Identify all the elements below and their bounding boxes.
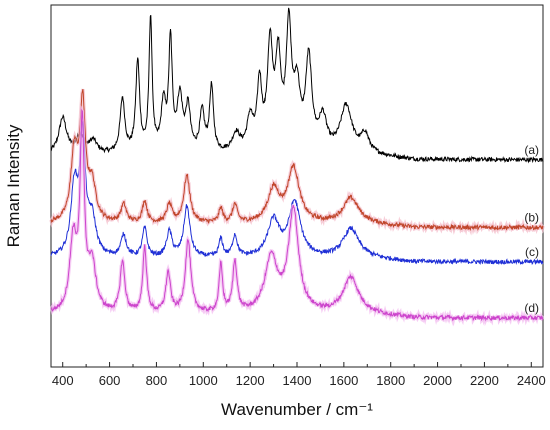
x-tick-label: 1400 bbox=[283, 373, 312, 388]
spectrum-halo-d bbox=[49, 104, 545, 327]
curve-label-d: (d) bbox=[524, 301, 539, 315]
curve-label-c: (c) bbox=[525, 245, 539, 259]
curve-label-b: (b) bbox=[524, 211, 539, 225]
spectrum-c bbox=[50, 120, 544, 266]
x-tick-label: 2000 bbox=[423, 373, 452, 388]
x-axis-title: Wavenumber / cm⁻¹ bbox=[221, 400, 373, 419]
x-tick-label: 1600 bbox=[329, 373, 358, 388]
y-axis-title: Raman Intensity bbox=[4, 124, 23, 247]
spectrum-a bbox=[50, 7, 544, 164]
series-layer bbox=[49, 7, 545, 327]
x-tick-label: 400 bbox=[52, 373, 74, 388]
x-tick-label: 600 bbox=[99, 373, 121, 388]
x-tick-label: 1200 bbox=[236, 373, 265, 388]
x-tick-label: 2400 bbox=[517, 373, 546, 388]
spectrum-b bbox=[50, 88, 544, 232]
x-tick-label: 1800 bbox=[376, 373, 405, 388]
curve-label-a: (a) bbox=[524, 143, 539, 157]
x-tick-label: 2200 bbox=[470, 373, 499, 388]
curve-label-layer: (a) (b) (c) (d) bbox=[524, 143, 539, 315]
spectrum-d bbox=[50, 108, 544, 322]
x-tick-label: 1000 bbox=[189, 373, 218, 388]
x-axis: 400 600 800 1000 1200 1400 1600 1800 2000 2200 240… bbox=[52, 362, 546, 388]
x-tick-label: 800 bbox=[146, 373, 168, 388]
plot-area: (a) (b) (c) (d) bbox=[49, 4, 545, 368]
